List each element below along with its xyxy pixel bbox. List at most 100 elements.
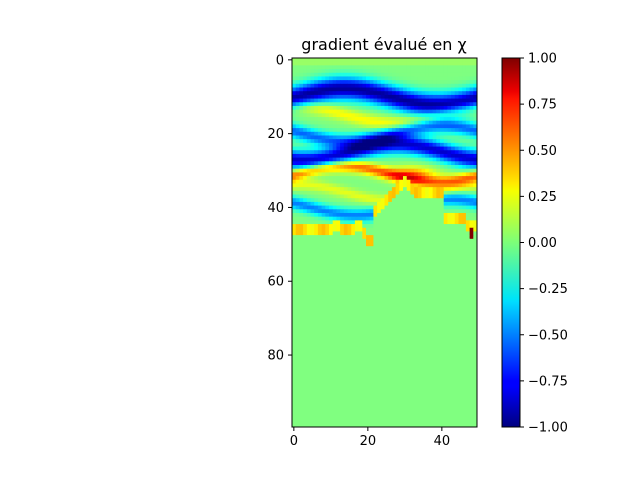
heatmap-cell — [425, 80, 430, 85]
heatmap-cell — [373, 415, 378, 421]
heatmap-cell — [425, 367, 430, 373]
heatmap-cell — [332, 58, 337, 63]
heatmap-cell — [473, 375, 478, 380]
heatmap-cell — [295, 142, 300, 147]
heatmap-cell — [336, 194, 341, 199]
heatmap-cell — [380, 290, 385, 295]
heatmap-cell — [362, 157, 367, 162]
heatmap-cell — [432, 423, 437, 428]
heatmap-cell — [292, 353, 297, 358]
heatmap-cell — [303, 253, 308, 258]
heatmap-cell — [425, 150, 430, 155]
heatmap-cell — [388, 404, 393, 409]
heatmap-cell — [358, 415, 363, 421]
heatmap-cell — [369, 216, 374, 221]
heatmap-cell — [358, 58, 363, 63]
heatmap-cell — [332, 286, 337, 291]
heatmap-cell — [314, 364, 319, 369]
heatmap-cell — [325, 316, 330, 321]
heatmap-cell — [343, 323, 348, 328]
heatmap-cell — [384, 301, 389, 306]
heatmap-cell — [473, 334, 478, 339]
heatmap-cell — [462, 379, 467, 384]
heatmap-cell — [391, 397, 396, 402]
heatmap-cell — [295, 331, 300, 336]
heatmap-cell — [299, 194, 304, 199]
heatmap-cell — [414, 120, 419, 125]
heatmap-cell — [458, 179, 463, 184]
heatmap-cell — [454, 286, 459, 291]
heatmap-cell — [417, 238, 422, 243]
heatmap-cell — [369, 283, 374, 288]
heatmap-cell — [428, 319, 433, 325]
heatmap-cell — [299, 367, 304, 373]
heatmap-cell — [399, 179, 404, 184]
heatmap-cell — [369, 172, 374, 177]
heatmap-cell — [329, 323, 334, 328]
heatmap-cell — [443, 316, 448, 321]
heatmap-cell — [306, 257, 311, 262]
heatmap-cell — [321, 183, 326, 188]
heatmap-cell — [295, 216, 300, 221]
heatmap-cell — [417, 349, 422, 354]
heatmap-cell — [403, 375, 408, 380]
heatmap-cell — [403, 390, 408, 395]
heatmap-cell — [362, 334, 367, 339]
heatmap-cell — [325, 290, 330, 295]
heatmap-cell — [336, 124, 341, 129]
heatmap-cell — [403, 172, 408, 177]
heatmap-cell — [303, 69, 308, 74]
heatmap-cell — [473, 419, 478, 424]
heatmap-cell — [325, 353, 330, 358]
heatmap-cell — [440, 272, 445, 277]
heatmap-cell — [462, 393, 467, 398]
heatmap-cell — [336, 268, 341, 273]
heatmap-cell — [443, 423, 448, 428]
heatmap-cell — [432, 117, 437, 122]
heatmap-cell — [358, 80, 363, 85]
heatmap-cell — [347, 205, 352, 210]
heatmap-cell — [428, 382, 433, 387]
heatmap-cell — [462, 279, 467, 284]
heatmap-cell — [354, 242, 359, 247]
heatmap-cell — [306, 224, 311, 229]
heatmap-cell — [377, 157, 382, 162]
heatmap-cell — [317, 290, 322, 295]
heatmap-cell — [321, 91, 326, 96]
heatmap-cell — [403, 220, 408, 225]
heatmap-cell — [336, 246, 341, 251]
heatmap-cell — [317, 183, 322, 188]
heatmap-cell — [421, 91, 426, 96]
heatmap-cell — [384, 246, 389, 251]
heatmap-cell — [473, 338, 478, 343]
heatmap-cell — [329, 69, 334, 74]
heatmap-cell — [406, 401, 411, 406]
heatmap-cell — [462, 190, 467, 195]
heatmap-cell — [369, 61, 374, 66]
heatmap-cell — [388, 69, 393, 74]
heatmap-cell — [362, 187, 367, 192]
heatmap-cell — [458, 305, 463, 310]
heatmap-cell — [321, 316, 326, 321]
heatmap-cell — [336, 94, 341, 99]
heatmap-cell — [347, 323, 352, 328]
heatmap-cell — [340, 312, 345, 317]
heatmap-cell — [343, 331, 348, 336]
heatmap-cell — [410, 187, 415, 192]
heatmap-cell — [388, 212, 393, 218]
heatmap-cell — [458, 194, 463, 199]
heatmap-cell — [373, 286, 378, 291]
heatmap-cell — [299, 312, 304, 317]
heatmap-cell — [403, 253, 408, 258]
heatmap-cell — [325, 105, 330, 111]
heatmap-cell — [303, 415, 308, 421]
heatmap-cell — [443, 257, 448, 262]
heatmap-cell — [347, 216, 352, 221]
heatmap-cell — [354, 179, 359, 184]
heatmap-cell — [314, 327, 319, 332]
heatmap-cell — [388, 297, 393, 302]
heatmap-cell — [321, 379, 326, 384]
heatmap-cell — [299, 257, 304, 262]
heatmap-cell — [292, 128, 297, 133]
heatmap-cell — [421, 220, 426, 225]
